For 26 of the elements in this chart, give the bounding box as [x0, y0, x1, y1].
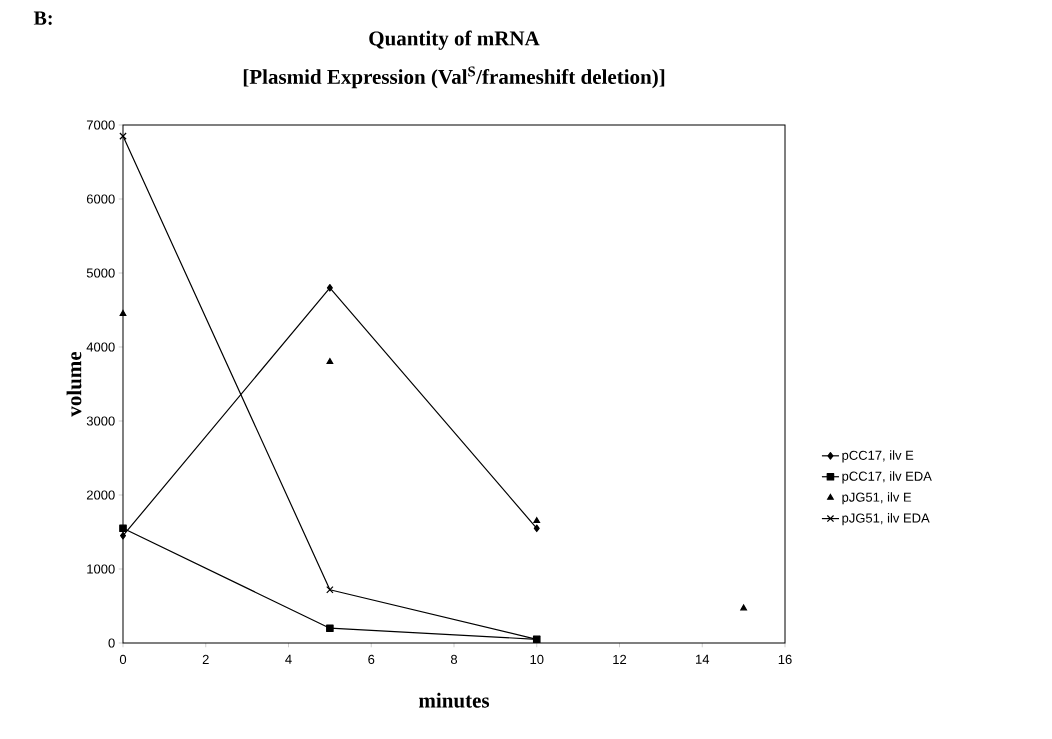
- y-tick-label: 3000: [86, 416, 115, 426]
- chart-subtitle: [Plasmid Expression (Val$^{S}$/frameshift deletion)]: [243, 66, 665, 89]
- x-tick-label: 12: [613, 654, 627, 664]
- x-tick-label: 0: [119, 654, 127, 664]
- legend-label: pJG51, ilv EDA: [842, 513, 930, 526]
- y-tick-label: 5000: [86, 268, 115, 278]
- x-tick-label: 14: [696, 654, 710, 664]
- legend-label: pCC17, ilv E: [842, 450, 914, 463]
- y-axis-title: volume: [66, 351, 82, 417]
- x-tick-label: 2: [202, 654, 209, 664]
- y-tick-label: 4000: [86, 342, 115, 352]
- y-tick-label: 2000: [86, 490, 115, 500]
- y-tick-label: 7000: [86, 120, 115, 130]
- legend-label: pCC17, ilv EDA: [842, 471, 932, 484]
- x-axis-title: minutes: [418, 692, 490, 708]
- y-tick-label: 6000: [86, 194, 115, 204]
- text: B:: [33, 11, 52, 25]
- legend-label: pJG51, ilv E: [842, 492, 912, 505]
- y-tick-label: 1000: [87, 564, 115, 574]
- x-tick-label: 16: [778, 654, 792, 664]
- x-tick-label: 8: [450, 654, 458, 664]
- x-tick-label: 4: [285, 654, 292, 664]
- y-tick-label: 0: [108, 638, 115, 648]
- x-tick-label: 6: [368, 654, 375, 664]
- x-tick-label: 10: [530, 654, 544, 664]
- chart-title: Quantity of mRNA: [369, 30, 540, 50]
